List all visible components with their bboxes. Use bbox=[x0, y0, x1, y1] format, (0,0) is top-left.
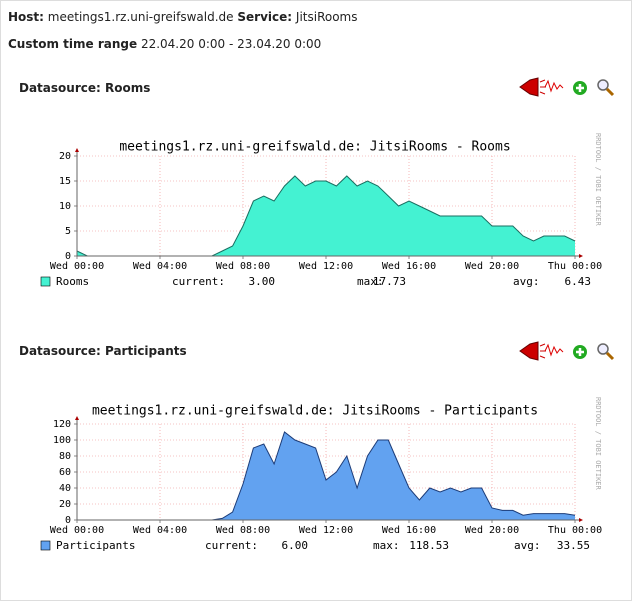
stat-label: avg: bbox=[514, 539, 541, 552]
host: meetings1.rz.uni-greifswald.de bbox=[48, 10, 234, 24]
range: 22.04.20 0:00 - 23.04.20 0:00 bbox=[141, 37, 321, 51]
host-line: Host: meetings1.rz.uni-greifswald.de Ser… bbox=[8, 10, 358, 24]
x-tick-label: Wed 00:00 bbox=[50, 525, 104, 536]
y-tick-label: 100 bbox=[53, 435, 71, 446]
y-tick-label: 5 bbox=[65, 226, 71, 237]
stat-value: 6.43 bbox=[565, 275, 592, 288]
y-tick-label: 120 bbox=[53, 419, 71, 430]
datasource-label: Datasource: bbox=[19, 344, 101, 358]
watermark: RRDTOOL / TOBI OETIKER bbox=[594, 397, 602, 491]
stat-value: 33.55 bbox=[557, 539, 590, 552]
area bbox=[77, 176, 575, 256]
service: JitsiRooms bbox=[295, 10, 358, 24]
host-label: Host: bbox=[8, 10, 44, 24]
x-tick-label: Wed 12:00 bbox=[299, 525, 353, 536]
x-tick-label: Wed 04:00 bbox=[133, 261, 187, 272]
y-tick-label: 15 bbox=[59, 176, 71, 187]
stat-label: max: bbox=[373, 539, 400, 552]
y-tick-label: 20 bbox=[59, 499, 71, 510]
range-label: Custom time range bbox=[8, 37, 137, 51]
y-tick-label: 10 bbox=[59, 201, 71, 212]
add-icon[interactable] bbox=[573, 81, 587, 95]
range-line: Custom time range 22.04.20 0:00 - 23.04.… bbox=[8, 37, 321, 51]
stat-value: 6.00 bbox=[282, 539, 309, 552]
x-tick-label: Wed 04:00 bbox=[133, 525, 187, 536]
x-tick-label: Thu 00:00 bbox=[548, 525, 602, 536]
stat-label: max: bbox=[357, 275, 384, 288]
chart-title: meetings1.rz.uni-greifswald.de: JitsiRoo… bbox=[119, 140, 510, 155]
datasource-name: Rooms bbox=[105, 81, 150, 95]
area bbox=[77, 432, 575, 520]
stat-value: 17.73 bbox=[373, 275, 406, 288]
toolbar bbox=[519, 77, 615, 97]
megaphone-icon[interactable] bbox=[519, 77, 546, 97]
stat-label: current: bbox=[205, 539, 258, 552]
x-tick-label: Wed 00:00 bbox=[50, 261, 104, 272]
datasource-name: Participants bbox=[105, 344, 187, 358]
stat-label: avg: bbox=[513, 275, 540, 288]
stat-value: 3.00 bbox=[249, 275, 276, 288]
y-tick-label: 60 bbox=[59, 467, 71, 478]
service-label: Service: bbox=[237, 10, 292, 24]
zoom-icon[interactable] bbox=[597, 79, 615, 97]
y-tick-label: 20 bbox=[59, 151, 71, 162]
legend-label: Rooms bbox=[56, 275, 89, 288]
x-tick-label: Wed 08:00 bbox=[216, 525, 270, 536]
watermark: RRDTOOL / TOBI OETIKER bbox=[594, 133, 602, 227]
x-tick-label: Wed 12:00 bbox=[299, 261, 353, 272]
x-tick-label: Wed 16:00 bbox=[382, 261, 436, 272]
y-tick-label: 0 bbox=[65, 251, 71, 262]
y-tick-label: 80 bbox=[59, 451, 71, 462]
legend-label: Participants bbox=[56, 539, 135, 552]
y-tick-label: 0 bbox=[65, 515, 71, 526]
axis bbox=[76, 418, 581, 521]
legend-swatch bbox=[40, 540, 51, 551]
stat-value: 118.53 bbox=[409, 539, 449, 552]
datasource-title: Datasource: Rooms bbox=[19, 81, 150, 95]
x-tick-label: Thu 00:00 bbox=[548, 261, 602, 272]
datasource-title: Datasource: Participants bbox=[19, 344, 187, 358]
datasource-label: Datasource: bbox=[19, 81, 101, 95]
axis bbox=[76, 150, 581, 257]
stat-label: current: bbox=[172, 275, 225, 288]
graph-icon[interactable] bbox=[544, 79, 564, 93]
x-tick-label: Wed 20:00 bbox=[465, 261, 519, 272]
x-tick-label: Wed 08:00 bbox=[216, 261, 270, 272]
x-tick-label: Wed 20:00 bbox=[465, 525, 519, 536]
chart-title: meetings1.rz.uni-greifswald.de: JitsiRoo… bbox=[92, 404, 538, 419]
x-tick-label: Wed 16:00 bbox=[382, 525, 436, 536]
legend-swatch bbox=[40, 276, 51, 287]
y-tick-label: 40 bbox=[59, 483, 71, 494]
